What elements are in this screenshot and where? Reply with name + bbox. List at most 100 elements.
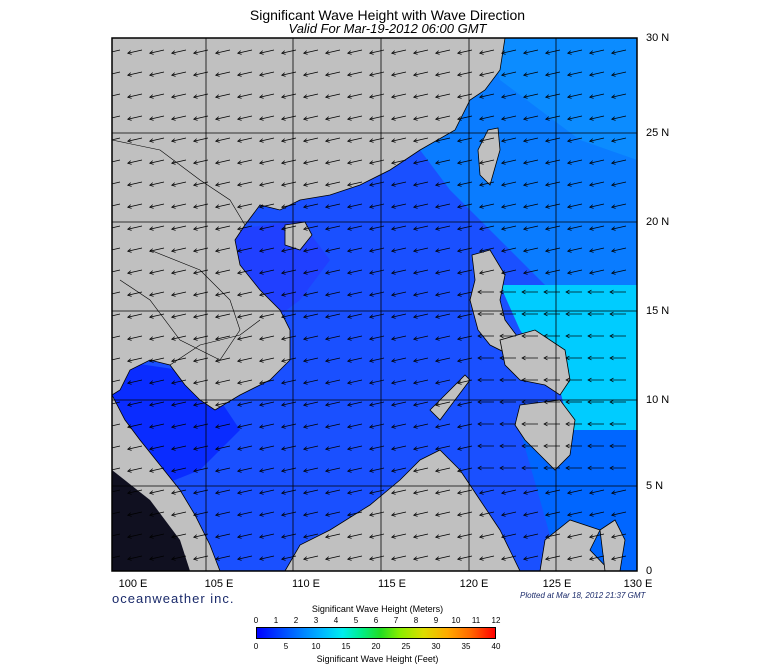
wave-arrow-head	[171, 138, 176, 143]
wave-arrow-head	[457, 490, 462, 495]
wave-arrow	[413, 225, 429, 230]
wave-arrow-head	[611, 204, 616, 209]
wave-arrow-head	[391, 402, 396, 407]
wave-arrow-head	[587, 443, 592, 449]
wave-arrow-head	[325, 556, 330, 561]
wave-arrow	[611, 159, 627, 164]
wave-arrow-head	[325, 160, 330, 165]
wave-arrow-head	[391, 556, 396, 561]
wave-arrow-head	[325, 270, 330, 275]
wave-arrow	[325, 313, 341, 318]
wave-arrow-head	[281, 292, 286, 297]
wave-arrow-head	[435, 138, 440, 143]
wave-arrow	[369, 401, 385, 406]
wave-arrow-head	[369, 380, 374, 385]
wave-arrow	[545, 203, 561, 208]
wave-arrow-head	[237, 490, 242, 495]
wave-arrow	[457, 445, 473, 450]
wave-arrow-head	[303, 556, 308, 561]
wave-arrow-head	[303, 314, 308, 319]
wave-arrow-head	[477, 465, 482, 471]
wave-arrow-head	[413, 402, 418, 407]
wave-arrow-head	[281, 402, 286, 407]
wave-arrow	[435, 313, 451, 318]
wave-arrow-head	[413, 292, 418, 297]
wave-arrow-head	[521, 377, 526, 383]
wave-arrow	[281, 423, 297, 428]
wave-arrow-head	[127, 314, 132, 319]
wave-arrow	[457, 313, 473, 318]
wave-arrow	[391, 137, 407, 142]
scale-meters-tick: 5	[353, 616, 359, 625]
wave-arrow-head	[215, 556, 220, 561]
wave-arrow-head	[457, 204, 462, 209]
wave-arrow	[259, 225, 275, 230]
wave-arrow-head	[609, 289, 614, 295]
wave-arrow-head	[127, 50, 132, 55]
wave-arrow	[303, 49, 319, 54]
wave-arrow-head	[281, 512, 286, 517]
wave-arrow-head	[259, 160, 264, 165]
wave-arrow-head	[479, 556, 484, 561]
wave-arrow	[457, 401, 473, 406]
wave-arrow-head	[413, 380, 418, 385]
wave-arrow	[479, 49, 495, 54]
wave-arrow	[611, 181, 627, 186]
wave-arrow	[281, 137, 297, 142]
wave-arrow	[369, 445, 385, 450]
wave-arrow	[369, 335, 385, 340]
wave-arrow	[215, 71, 231, 76]
wave-arrow-head	[127, 94, 132, 99]
wave-arrow-head	[369, 94, 374, 99]
wave-arrow-head	[567, 94, 572, 99]
wave-arrow-head	[303, 292, 308, 297]
wave-arrow-head	[391, 226, 396, 231]
wave-arrow	[567, 511, 583, 516]
wave-arrow	[347, 401, 363, 406]
wave-arrow-head	[171, 94, 176, 99]
wave-arrow-head	[589, 50, 594, 55]
wave-arrow	[281, 203, 297, 208]
wave-arrow	[325, 93, 341, 98]
wave-arrow	[435, 467, 451, 472]
wave-arrow-head	[259, 336, 264, 341]
wave-arrow-head	[237, 204, 242, 209]
wave-arrow	[171, 511, 187, 516]
wave-arrow-head	[193, 468, 198, 473]
wave-arrow	[479, 181, 495, 186]
wave-arrow	[259, 49, 275, 54]
wave-arrow-head	[457, 380, 462, 385]
wave-arrow-head	[413, 336, 418, 341]
wave-arrow	[347, 71, 363, 76]
wave-arrow-head	[127, 512, 132, 517]
wave-arrow-head	[435, 94, 440, 99]
wave-arrow	[171, 555, 187, 560]
wave-arrow	[259, 291, 275, 296]
wave-arrow	[127, 313, 143, 318]
wave-arrow-head	[106, 73, 110, 77]
wave-arrow-head	[499, 289, 504, 295]
wave-arrow	[413, 115, 429, 120]
wave-arrow-head	[457, 94, 462, 99]
wave-arrow-head	[611, 138, 616, 143]
wave-arrow	[347, 181, 363, 186]
wave-arrow-head	[303, 468, 308, 473]
wave-arrow-head	[127, 402, 132, 407]
wave-arrow-head	[193, 512, 198, 517]
wave-arrow	[523, 49, 539, 54]
wave-arrow	[457, 357, 473, 362]
wave-arrow-head	[567, 72, 572, 77]
wave-arrow-head	[545, 556, 550, 561]
wave-arrow-head	[521, 399, 526, 405]
wave-arrow	[347, 467, 363, 472]
wave-arrow	[589, 71, 605, 76]
wave-arrow-head	[457, 160, 462, 165]
scale-feet-tick: 35	[461, 642, 471, 651]
wave-arrow	[391, 555, 407, 560]
wave-arrow-head	[611, 94, 616, 99]
wave-arrow	[325, 533, 341, 538]
wave-arrow-head	[611, 556, 616, 561]
wave-arrow-head	[413, 424, 418, 429]
wave-arrow-head	[391, 116, 396, 121]
wave-arrow	[457, 533, 473, 538]
